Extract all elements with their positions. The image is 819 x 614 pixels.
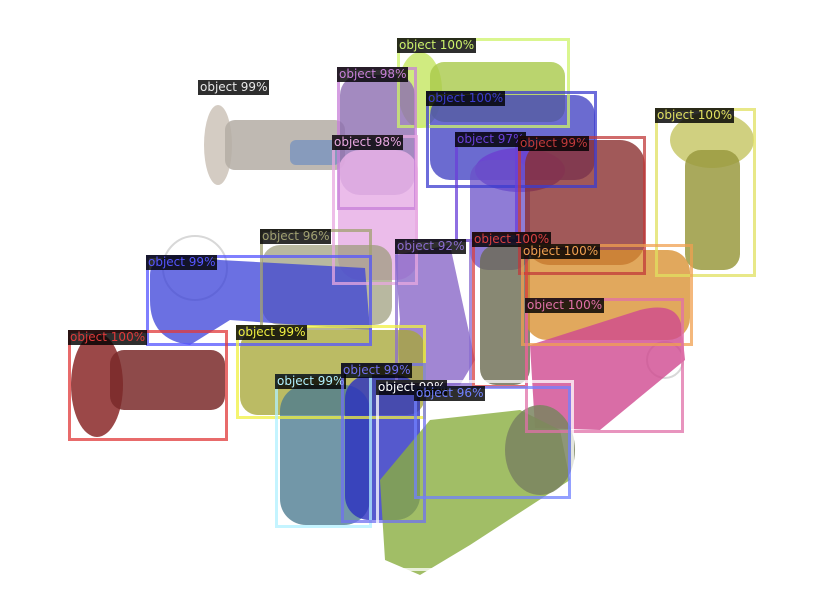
detection-label: object 100% <box>426 91 506 106</box>
detection-label: object 97% <box>455 132 527 147</box>
detection-label: object 99% <box>518 136 590 151</box>
screw-mask <box>204 105 345 185</box>
detection-label: object 100% <box>472 232 552 247</box>
detection-box <box>455 132 518 242</box>
detection-box <box>68 330 228 441</box>
detection-label: object 99% <box>236 325 308 340</box>
detection-box <box>426 91 597 188</box>
detection-label: object 100% <box>68 330 148 345</box>
detection-label: object 100% <box>525 298 605 313</box>
screw-mask <box>670 112 754 270</box>
detection-box <box>414 386 571 499</box>
screw-mask <box>71 333 225 437</box>
detection-label: object 100% <box>397 38 477 53</box>
detection-label: object 96% <box>260 229 332 244</box>
detection-box <box>397 38 570 128</box>
detection-box <box>521 244 693 346</box>
detection-label: object 98% <box>337 67 409 82</box>
detection-label: object 99% <box>341 363 413 378</box>
detection-label: object 99% <box>275 374 347 389</box>
detection-label: object 98% <box>332 135 404 150</box>
detection-label: object 96% <box>414 386 486 401</box>
screw-mask <box>480 245 530 385</box>
detection-label: object 99% <box>198 80 270 95</box>
screw-mask <box>505 405 575 495</box>
detection-box <box>472 232 528 388</box>
detection-label: object 92% <box>395 239 467 254</box>
detection-box <box>376 380 574 571</box>
screw-mask <box>525 140 645 265</box>
detection-box <box>146 255 372 346</box>
detection-box <box>525 298 684 433</box>
detection-label: object 99% <box>146 255 218 270</box>
detection-label: object 100% <box>521 244 601 259</box>
detection-label: object 100% <box>655 108 735 123</box>
